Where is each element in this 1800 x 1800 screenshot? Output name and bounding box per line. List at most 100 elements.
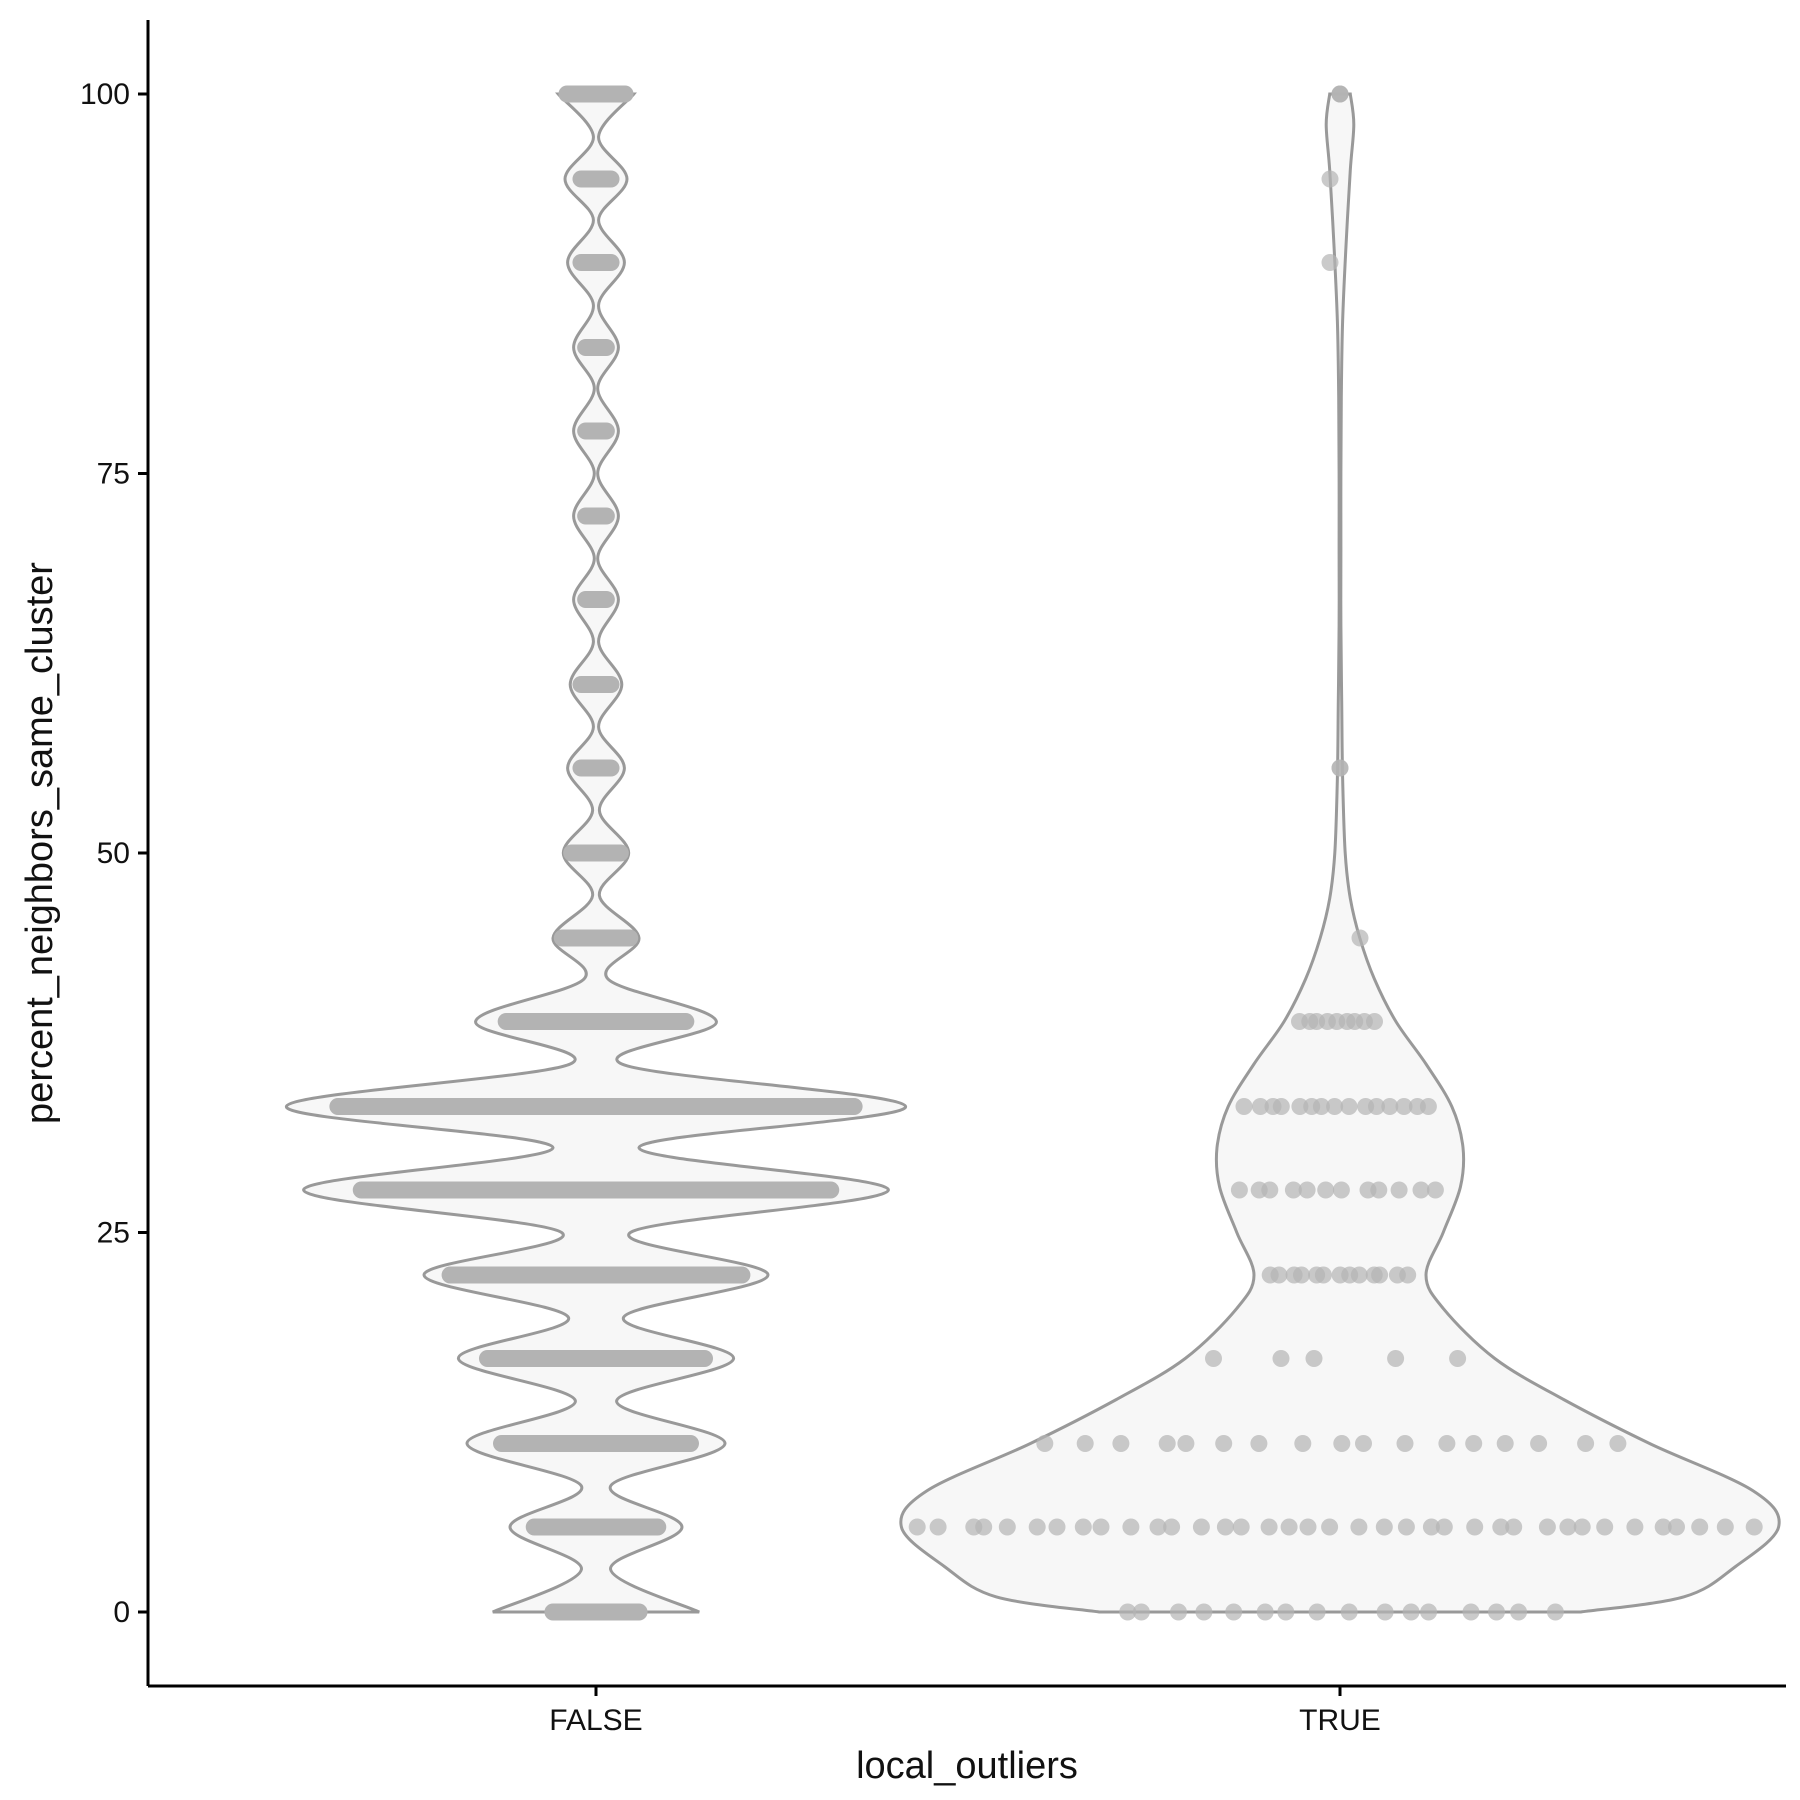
point: [1312, 1098, 1330, 1116]
point: [1350, 1266, 1368, 1284]
y-axis-title: percent_neighbors_same_cluster: [19, 562, 61, 1124]
point: [1466, 1518, 1484, 1536]
x-axis-ticks: FALSE TRUE: [549, 1686, 1381, 1737]
point: [1745, 1518, 1763, 1536]
point: [908, 1518, 926, 1536]
point: [1314, 1266, 1332, 1284]
point: [1381, 1098, 1399, 1116]
point: [1370, 1181, 1388, 1199]
point: [975, 1518, 993, 1536]
y-tick-label: 75: [97, 458, 130, 491]
x-tick-label: FALSE: [549, 1704, 642, 1737]
point: [1294, 1435, 1312, 1453]
point: [1376, 1603, 1394, 1621]
point: [1074, 1518, 1092, 1536]
point: [1426, 1181, 1444, 1199]
point: [1092, 1518, 1110, 1536]
point: [1371, 1266, 1389, 1284]
point: [1177, 1435, 1195, 1453]
point: [1132, 1603, 1150, 1621]
point: [1559, 1518, 1577, 1536]
point: [1321, 253, 1339, 271]
point: [1333, 1435, 1351, 1453]
point: [1340, 1603, 1358, 1621]
point: [1438, 1435, 1456, 1453]
point: [1449, 1349, 1467, 1367]
point: [1419, 1098, 1437, 1116]
point: [1435, 1518, 1453, 1536]
point: [1326, 1098, 1344, 1116]
point: [1402, 1603, 1420, 1621]
point: [1668, 1518, 1685, 1536]
point: [1420, 1603, 1438, 1621]
point: [1546, 1603, 1564, 1621]
point: [1422, 1518, 1440, 1536]
y-tick-label: 25: [97, 1217, 130, 1250]
point: [1496, 1435, 1514, 1453]
point: [1277, 1603, 1295, 1621]
point: [1317, 1181, 1335, 1199]
point: [1036, 1435, 1054, 1453]
y-tick-label: 100: [80, 78, 130, 111]
point: [1609, 1435, 1627, 1453]
point: [1716, 1518, 1734, 1536]
point: [1272, 1098, 1290, 1116]
point: [1299, 1518, 1317, 1536]
point: [1538, 1518, 1556, 1536]
point: [1691, 1518, 1709, 1536]
point: [1626, 1518, 1644, 1536]
point: [1260, 1518, 1278, 1536]
point: [1293, 1266, 1310, 1284]
point: [1375, 1518, 1393, 1536]
point: [1596, 1518, 1614, 1536]
point: [1192, 1518, 1210, 1536]
point: [1170, 1603, 1187, 1621]
point: [1505, 1518, 1523, 1536]
point: [1122, 1518, 1140, 1536]
point: [1395, 1098, 1413, 1116]
point: [1387, 1349, 1405, 1367]
point: [1308, 1603, 1326, 1621]
point: [1654, 1518, 1672, 1536]
point: [1250, 1435, 1268, 1453]
violin-true: [899, 92, 1781, 1614]
point: [1291, 1098, 1309, 1116]
point: [1510, 1603, 1528, 1621]
point: [1230, 1181, 1248, 1199]
point: [1305, 1349, 1323, 1367]
y-axis-ticks: 0 25 50 75 100: [80, 78, 148, 1629]
point: [1368, 1098, 1385, 1116]
point: [1235, 1098, 1253, 1116]
point: [1321, 170, 1339, 188]
point: [1216, 1518, 1234, 1536]
x-axis-title: local_outliers: [856, 1745, 1078, 1787]
point: [1205, 1349, 1222, 1367]
point: [1577, 1435, 1595, 1453]
point: [1163, 1518, 1181, 1536]
violins-layer: [284, 92, 1781, 1614]
point: [1195, 1603, 1213, 1621]
point: [1321, 1518, 1339, 1536]
point: [1390, 1181, 1408, 1199]
point: [1256, 1603, 1274, 1621]
point: [1573, 1518, 1591, 1536]
point: [1149, 1518, 1167, 1536]
point: [1112, 1435, 1130, 1453]
point: [1119, 1603, 1137, 1621]
point: [1270, 1266, 1288, 1284]
point: [1412, 1181, 1430, 1199]
point: [1492, 1518, 1510, 1536]
point: [1298, 1181, 1316, 1199]
point: [998, 1518, 1016, 1536]
point: [1158, 1435, 1176, 1453]
y-tick-label: 50: [97, 837, 130, 870]
point: [1396, 1435, 1414, 1453]
point: [1530, 1435, 1548, 1453]
point: [1351, 929, 1369, 947]
point: [1355, 1435, 1372, 1453]
point: [1272, 1349, 1290, 1367]
point: [1331, 85, 1349, 103]
point: [1340, 1098, 1358, 1116]
